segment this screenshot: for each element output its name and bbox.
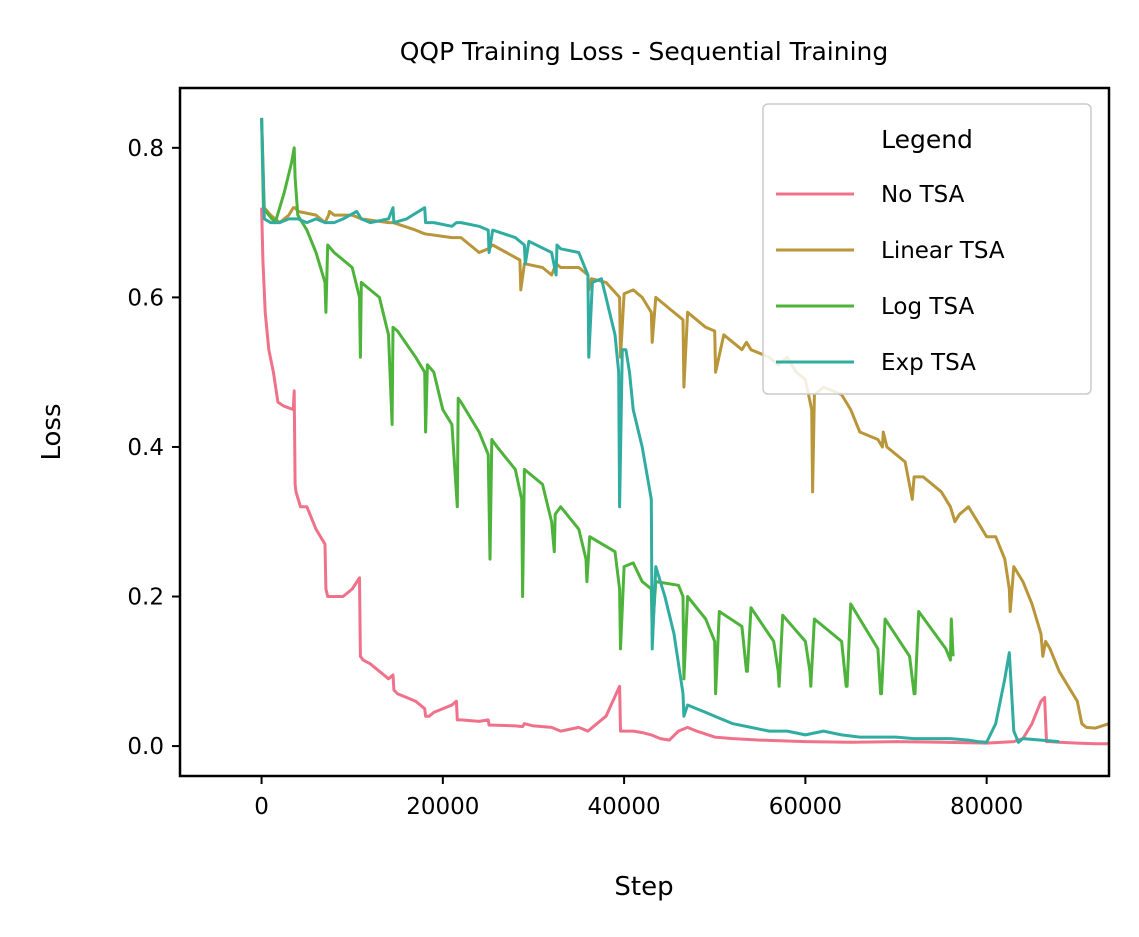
legend-label-1: Linear TSA — [881, 238, 1005, 264]
series-line-3 — [260, 117, 1060, 744]
series-line-1 — [260, 117, 1109, 730]
y-tick-label: 0.8 — [127, 136, 164, 162]
y-tick-label: 0.0 — [127, 734, 164, 760]
y-tick-label: 0.2 — [127, 585, 164, 611]
legend-items: No TSA Linear TSA Log TSA Exp TSA — [776, 182, 1005, 376]
x-tick-label: 40000 — [588, 794, 661, 820]
legend-label-3: Exp TSA — [881, 350, 976, 376]
x-tick-label: 60000 — [769, 794, 842, 820]
legend-box — [762, 103, 1092, 395]
legend: Legend No TSA Linear TSA Log TSA Exp TSA — [762, 103, 1092, 395]
series-line-0 — [260, 207, 1109, 746]
y-axis-ticks: 0.0 0.2 0.4 0.6 0.8 — [127, 136, 180, 760]
chart-title: QQP Training Loss - Sequential Training — [400, 37, 889, 66]
x-tick-label: 80000 — [950, 794, 1023, 820]
y-tick-label: 0.6 — [127, 285, 164, 311]
x-axis-ticks: 0 20000 40000 60000 80000 — [254, 776, 1023, 820]
plot-frame — [178, 86, 1111, 778]
legend-title: Legend — [881, 125, 973, 154]
series-line-2 — [260, 117, 955, 696]
legend-label-0: No TSA — [881, 182, 965, 208]
y-axis-label: Loss — [37, 403, 67, 460]
series-lines — [260, 117, 1109, 746]
x-tick-label: 0 — [254, 794, 269, 820]
legend-label-2: Log TSA — [881, 294, 974, 320]
y-tick-label: 0.4 — [127, 435, 164, 461]
x-tick-label: 20000 — [406, 794, 479, 820]
x-axis-label: Step — [614, 872, 673, 902]
